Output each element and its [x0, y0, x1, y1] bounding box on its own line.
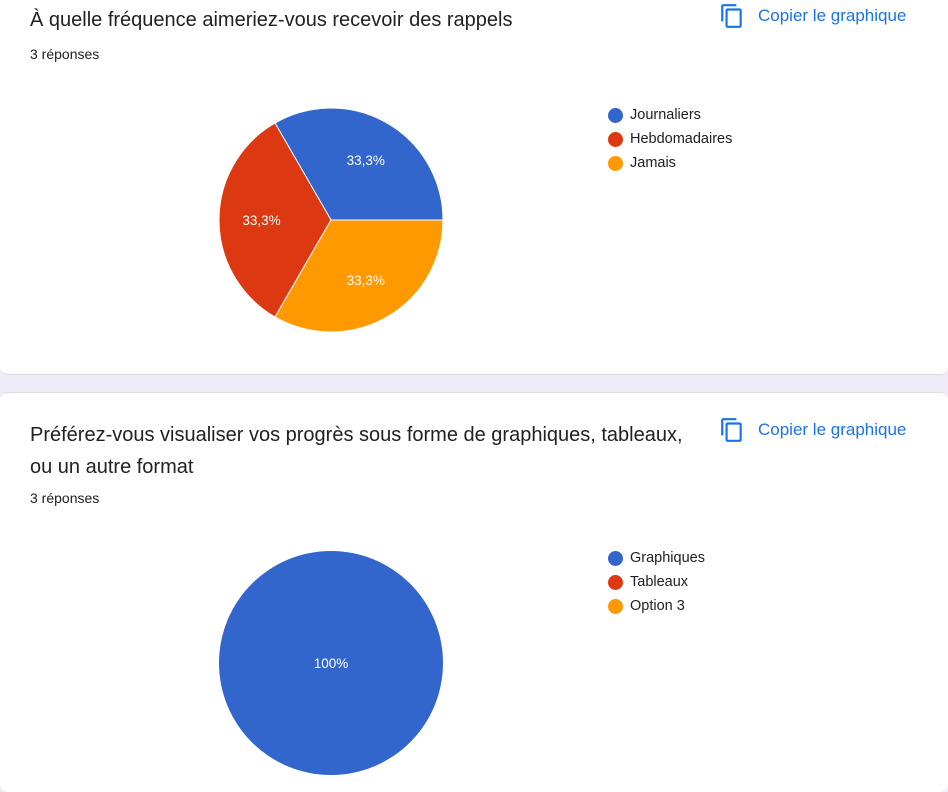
pie-data-label: 33,3% — [242, 213, 280, 228]
question-title: Préférez-vous visualiser vos progrès sou… — [30, 424, 683, 478]
pie-data-label: 100% — [314, 656, 349, 671]
question-card-1: À quelle fréquence aimeriez-vous recevoi… — [0, 0, 948, 375]
pie-slice-journaliers — [274, 107, 444, 221]
question-card-2: Préférez-vous visualiser vos progrès sou… — [0, 392, 948, 792]
legend-label: Graphiques — [630, 550, 705, 566]
legend-marker — [608, 550, 623, 566]
legend-item: Journaliers — [608, 103, 732, 127]
chart-legend: Graphiques Tableaux Option 3 — [608, 546, 705, 618]
legend-item: Tableaux — [608, 570, 705, 594]
pie-data-label: 33,3% — [347, 273, 385, 288]
legend-marker — [608, 598, 623, 614]
pie-slice-jamais — [274, 219, 444, 333]
response-count: 3 réponses — [30, 490, 100, 506]
pie-slice-graphiques — [219, 551, 443, 775]
legend-item: Hebdomadaires — [608, 127, 732, 151]
question-title: À quelle fréquence aimeriez-vous recevoi… — [30, 9, 513, 31]
pie-chart: 33,3% 33,3% 33,3% — [218, 107, 444, 333]
legend-label: Hebdomadaires — [630, 131, 733, 147]
copy-chart-button[interactable]: Copier le graphique — [719, 412, 906, 448]
legend-label: Option 3 — [630, 598, 685, 614]
legend-label: Tableaux — [630, 574, 689, 590]
legend-marker — [608, 155, 623, 171]
chart-legend: Journaliers Hebdomadaires Jamais — [608, 103, 732, 175]
legend-item: Jamais — [608, 151, 732, 175]
legend-label: Journaliers — [630, 107, 701, 123]
copy-chart-label: Copier le graphique — [758, 420, 907, 439]
legend-marker — [608, 107, 623, 123]
pie-data-label: 33,3% — [347, 153, 385, 168]
legend-label: Jamais — [630, 155, 676, 171]
pie-slice-hebdomadaires — [218, 122, 332, 318]
legend-item: Graphiques — [608, 546, 705, 570]
copy-chart-label: Copier le graphique — [758, 6, 907, 25]
pie-chart: 100% — [219, 551, 443, 775]
legend-marker — [608, 131, 623, 147]
legend-marker — [608, 574, 623, 590]
copy-icon — [721, 4, 742, 28]
copy-chart-button[interactable]: Copier le graphique — [719, 0, 906, 34]
response-count: 3 réponses — [30, 46, 100, 62]
copy-icon — [721, 418, 742, 442]
legend-item: Option 3 — [608, 594, 705, 618]
